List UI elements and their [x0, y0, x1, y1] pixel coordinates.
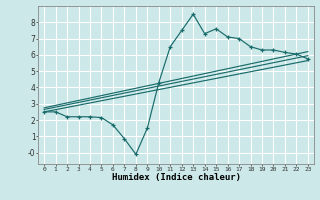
X-axis label: Humidex (Indice chaleur): Humidex (Indice chaleur) [111, 173, 241, 182]
